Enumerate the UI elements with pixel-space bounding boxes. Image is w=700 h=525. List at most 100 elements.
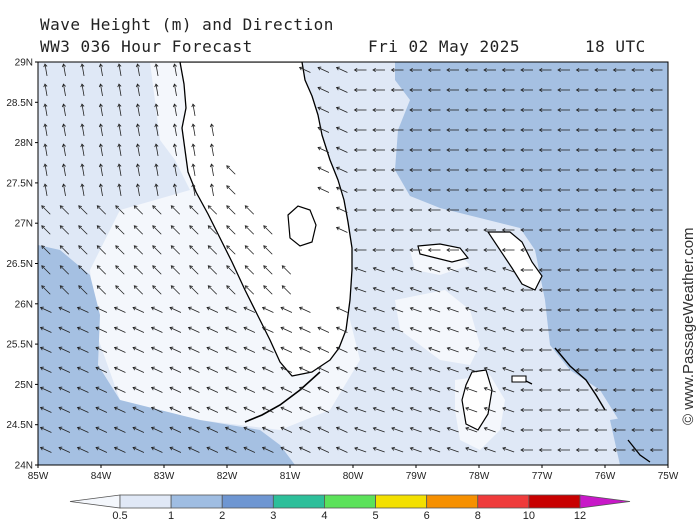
- legend-swatch: [119, 494, 172, 509]
- wave-arrow: [575, 447, 589, 453]
- wave-arrow: [226, 285, 236, 295]
- wave-arrow: [575, 167, 589, 173]
- wave-arrow: [115, 205, 125, 215]
- wave-arrow: [135, 103, 140, 116]
- wave-arrow: [428, 406, 441, 413]
- wave-arrow: [501, 227, 515, 233]
- wave-arrow: [209, 123, 214, 136]
- wave-arrow: [483, 266, 496, 273]
- wave-arrow: [520, 447, 533, 453]
- wave-arrow: [58, 386, 71, 393]
- wave-arrow: [427, 187, 441, 193]
- legend-label: 10: [523, 510, 535, 522]
- wave-arrow: [150, 326, 163, 333]
- wave-arrow: [353, 227, 367, 233]
- wave-arrow: [390, 107, 404, 113]
- new-providence: [511, 375, 527, 383]
- wave-arrow: [483, 67, 496, 73]
- wave-arrow: [575, 387, 589, 393]
- wave-arrow: [502, 446, 515, 453]
- wave-arrow: [520, 367, 533, 373]
- wave-arrow: [557, 167, 570, 173]
- wave-arrow: [132, 306, 145, 313]
- wave-arrow: [187, 426, 200, 433]
- wave-arrow: [76, 366, 89, 373]
- legend-swatch: [528, 494, 581, 509]
- wave-arrow: [58, 426, 71, 433]
- wave-arrow: [538, 287, 552, 293]
- legend-high-cap: [579, 494, 631, 509]
- wave-arrow: [464, 67, 478, 73]
- wave-arrow: [354, 366, 367, 373]
- wave-arrow: [117, 183, 122, 196]
- wave-arrow: [575, 227, 589, 233]
- lat-tick-label: 29N: [15, 58, 33, 69]
- wave-arrow: [575, 347, 589, 353]
- wave-arrow: [372, 266, 385, 273]
- wave-arrow: [538, 147, 552, 153]
- wave-arrow: [170, 245, 181, 255]
- wave-arrow: [244, 245, 255, 255]
- wave-arrow: [465, 346, 478, 353]
- andros: [461, 369, 493, 431]
- wave-arrow: [189, 285, 199, 295]
- wave-arrow: [612, 307, 626, 313]
- wave-arrow: [335, 306, 348, 313]
- wave-arrow: [612, 167, 626, 173]
- wave-arrow: [58, 446, 71, 453]
- wave-arrow: [612, 227, 626, 233]
- wave-arrow: [520, 407, 533, 413]
- wave-arrow: [135, 63, 140, 76]
- wave-arrow: [98, 123, 103, 136]
- wave-arrow: [409, 87, 422, 93]
- wave-arrow: [243, 386, 256, 393]
- wave-arrow: [58, 346, 71, 353]
- lat-tick-label: 27N: [15, 219, 33, 230]
- wave-arrow: [501, 147, 515, 153]
- wave-arrow: [557, 287, 570, 293]
- wave-arrow: [502, 406, 515, 413]
- wave-arrow: [353, 147, 367, 153]
- wave-arrow: [464, 147, 478, 153]
- wave-arrow: [207, 225, 218, 235]
- wave-arrow: [298, 366, 311, 373]
- wave-arrow: [409, 187, 422, 193]
- wave-arrow: [427, 227, 441, 233]
- wave-arrow: [354, 406, 367, 413]
- wave-arrow: [243, 346, 256, 353]
- wave-arrow: [187, 366, 200, 373]
- wave-arrow: [95, 426, 108, 433]
- wave-arrow: [594, 127, 607, 133]
- wave-arrow: [483, 366, 496, 373]
- wave-arrow: [391, 346, 404, 353]
- wave-arrow: [132, 326, 145, 333]
- swell-zone-atlantic: [395, 62, 668, 465]
- wave-arrow: [520, 287, 533, 293]
- calm-zone-great-bahama-bank: [395, 290, 480, 365]
- wave-arrow: [483, 446, 496, 453]
- wave-arrow: [113, 386, 126, 393]
- wave-arrow: [133, 245, 144, 255]
- wave-arrow: [372, 247, 385, 253]
- wave-arrow: [409, 426, 422, 433]
- wave-arrow: [631, 127, 644, 133]
- wave-arrow: [224, 386, 237, 393]
- wave-arrow: [446, 87, 459, 93]
- wave-arrow: [39, 386, 52, 393]
- wave-arrow: [58, 406, 71, 413]
- wave-arrow: [483, 306, 496, 313]
- wave-arrow: [354, 286, 367, 293]
- wave-arrow: [631, 387, 644, 393]
- forecast-time: 18 UTC: [585, 37, 646, 56]
- wave-arrow: [43, 83, 48, 96]
- wave-arrow: [209, 183, 214, 196]
- wave-arrow: [631, 407, 644, 413]
- wave-arrow: [43, 163, 48, 176]
- wave-arrow: [187, 346, 200, 353]
- wave-arrow: [409, 346, 422, 353]
- wave-arrow: [446, 107, 459, 113]
- wave-arrow: [209, 163, 214, 176]
- wave-arrow: [95, 366, 108, 373]
- wave-arrow: [206, 386, 219, 393]
- wave-arrow: [427, 247, 441, 253]
